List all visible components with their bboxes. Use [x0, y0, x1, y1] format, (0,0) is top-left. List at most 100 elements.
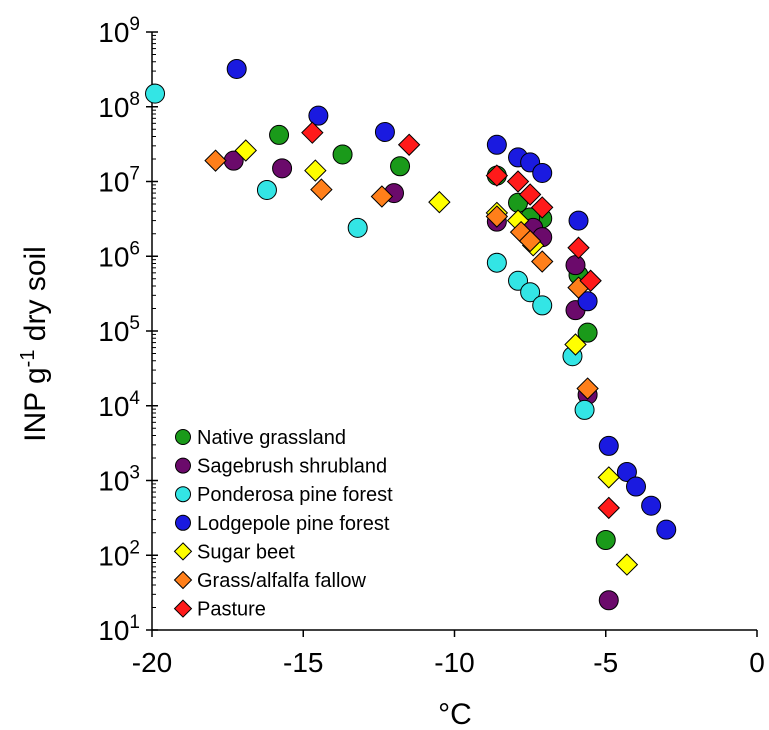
- point-native-grassland: [577, 322, 598, 343]
- x-tick-label: -5: [593, 647, 618, 678]
- point-native-grassland: [332, 144, 353, 165]
- y-tick-label-base: 10: [98, 466, 129, 497]
- point-sugar-beet: [564, 333, 587, 356]
- x-axis-title: °C: [438, 698, 472, 730]
- y-tick-label: 105: [98, 313, 140, 347]
- legend-item-lodgepole-pine-forest: Lodgepole pine forest: [175, 513, 390, 535]
- point-sugar-beet: [304, 159, 327, 182]
- point-lodgepole-pine-forest: [641, 495, 662, 516]
- point-native-grassland: [269, 124, 290, 145]
- legend-item-sagebrush-shrubland: Sagebrush shrubland: [175, 456, 387, 478]
- y-tick-label-base: 10: [98, 167, 129, 198]
- y-tick-label-exponent: 3: [129, 463, 140, 484]
- y-tick-label-base: 10: [98, 316, 129, 347]
- point-pasture: [506, 170, 530, 193]
- legend-item-sugar-beet: Sugar beet: [173, 541, 295, 563]
- y-tick-label-exponent: 6: [129, 238, 140, 259]
- point-grass-alfalfa-fallow: [310, 178, 333, 201]
- point-ponderosa-pine-forest: [347, 217, 368, 238]
- y-tick-label-exponent: 4: [129, 388, 140, 409]
- point-lodgepole-pine-forest: [626, 476, 646, 497]
- legend-marker: [175, 429, 191, 445]
- data-points: [145, 58, 677, 611]
- point-sagebrush-shrubland: [565, 255, 586, 276]
- point-lodgepole-pine-forest: [486, 134, 507, 155]
- point-lodgepole-pine-forest: [226, 58, 247, 79]
- point-ponderosa-pine-forest: [520, 282, 541, 303]
- point-sugar-beet: [597, 466, 620, 489]
- legend-item-pasture: Pasture: [173, 599, 266, 621]
- y-tick-label: 106: [98, 238, 140, 272]
- legend-label: Ponderosa pine forest: [197, 484, 393, 506]
- point-grass-alfalfa-fallow: [518, 229, 542, 253]
- point-lodgepole-pine-forest: [598, 435, 619, 456]
- point-pasture: [518, 183, 542, 206]
- y-tick-label: 108: [98, 89, 140, 123]
- y-tick-label-base: 10: [98, 92, 129, 123]
- x-tick-label: -15: [283, 647, 323, 678]
- y-tick-label-base: 10: [98, 241, 129, 272]
- x-axis-ticks: -20 -15 -10 -5 0: [132, 630, 765, 678]
- point-native-grassland: [390, 156, 411, 177]
- legend-label: Pasture: [197, 599, 266, 621]
- point-pasture: [531, 196, 554, 219]
- legend-marker: [175, 457, 191, 474]
- point-pasture: [579, 269, 602, 292]
- point-ponderosa-pine-forest: [574, 399, 595, 420]
- y-tick-label-exponent: 7: [129, 164, 140, 185]
- y-tick-label: 104: [98, 388, 140, 422]
- y-tick-label-base: 10: [98, 391, 129, 422]
- point-sagebrush-shrubland: [598, 590, 619, 611]
- y-tick-label-exponent: 1: [129, 612, 140, 633]
- y-tick-label-exponent: 2: [129, 537, 140, 558]
- legend-item-grass-alfalfa-fallow: Grass/alfalfa fallow: [173, 570, 367, 592]
- point-sugar-beet: [428, 190, 451, 214]
- x-tick-label: -10: [434, 647, 474, 678]
- y-axis-title: INP g-1 dry soil: [17, 246, 52, 442]
- point-sugar-beet: [234, 139, 257, 162]
- legend-label: Lodgepole pine forest: [197, 513, 390, 535]
- point-pasture: [485, 164, 509, 187]
- x-tick-label: 0: [749, 647, 765, 678]
- legend-label: Grass/alfalfa fallow: [197, 570, 367, 592]
- y-tick-label-exponent: 5: [129, 313, 140, 334]
- legend-marker: [175, 486, 191, 503]
- point-ponderosa-pine-forest: [145, 83, 166, 104]
- point-pasture: [301, 121, 324, 144]
- point-grass-alfalfa-fallow: [485, 205, 509, 228]
- point-lodgepole-pine-forest: [374, 121, 395, 142]
- y-axis-title-superscript: -1: [17, 350, 39, 368]
- y-tick-label-exponent: 8: [129, 89, 140, 110]
- legend-marker: [175, 514, 191, 531]
- y-tick-label: 109: [98, 14, 140, 48]
- legend: Native grassland Sagebrush shrubland Ponde…: [173, 427, 393, 621]
- axes: [151, 32, 757, 631]
- point-grass-alfalfa-fallow: [370, 185, 394, 208]
- y-axis-title-main: INP g: [19, 367, 52, 442]
- y-tick-label: 101: [98, 612, 140, 646]
- y-tick-label: 107: [98, 164, 140, 198]
- point-lodgepole-pine-forest: [308, 105, 329, 126]
- y-tick-label-base: 10: [98, 540, 129, 571]
- legend-marker: [173, 599, 193, 618]
- point-ponderosa-pine-forest: [256, 179, 277, 200]
- y-tick-label: 103: [98, 463, 140, 497]
- legend-marker: [173, 542, 193, 561]
- point-lodgepole-pine-forest: [616, 461, 637, 482]
- point-grass-alfalfa-fallow: [531, 250, 554, 273]
- legend-item-ponderosa-pine-forest: Ponderosa pine forest: [175, 484, 393, 506]
- point-ponderosa-pine-forest: [486, 252, 507, 273]
- point-lodgepole-pine-forest: [532, 162, 553, 183]
- point-lodgepole-pine-forest: [568, 210, 589, 231]
- legend-label: Native grassland: [197, 427, 346, 449]
- legend-label: Sagebrush shrubland: [197, 456, 387, 478]
- point-native-grassland: [595, 529, 616, 550]
- legend-marker: [173, 570, 193, 590]
- point-pasture: [567, 236, 590, 259]
- legend-item-native-grassland: Native grassland: [175, 427, 346, 449]
- legend-label: Sugar beet: [197, 541, 295, 563]
- point-grass-alfalfa-fallow: [204, 149, 227, 172]
- y-tick-label: 102: [98, 537, 140, 571]
